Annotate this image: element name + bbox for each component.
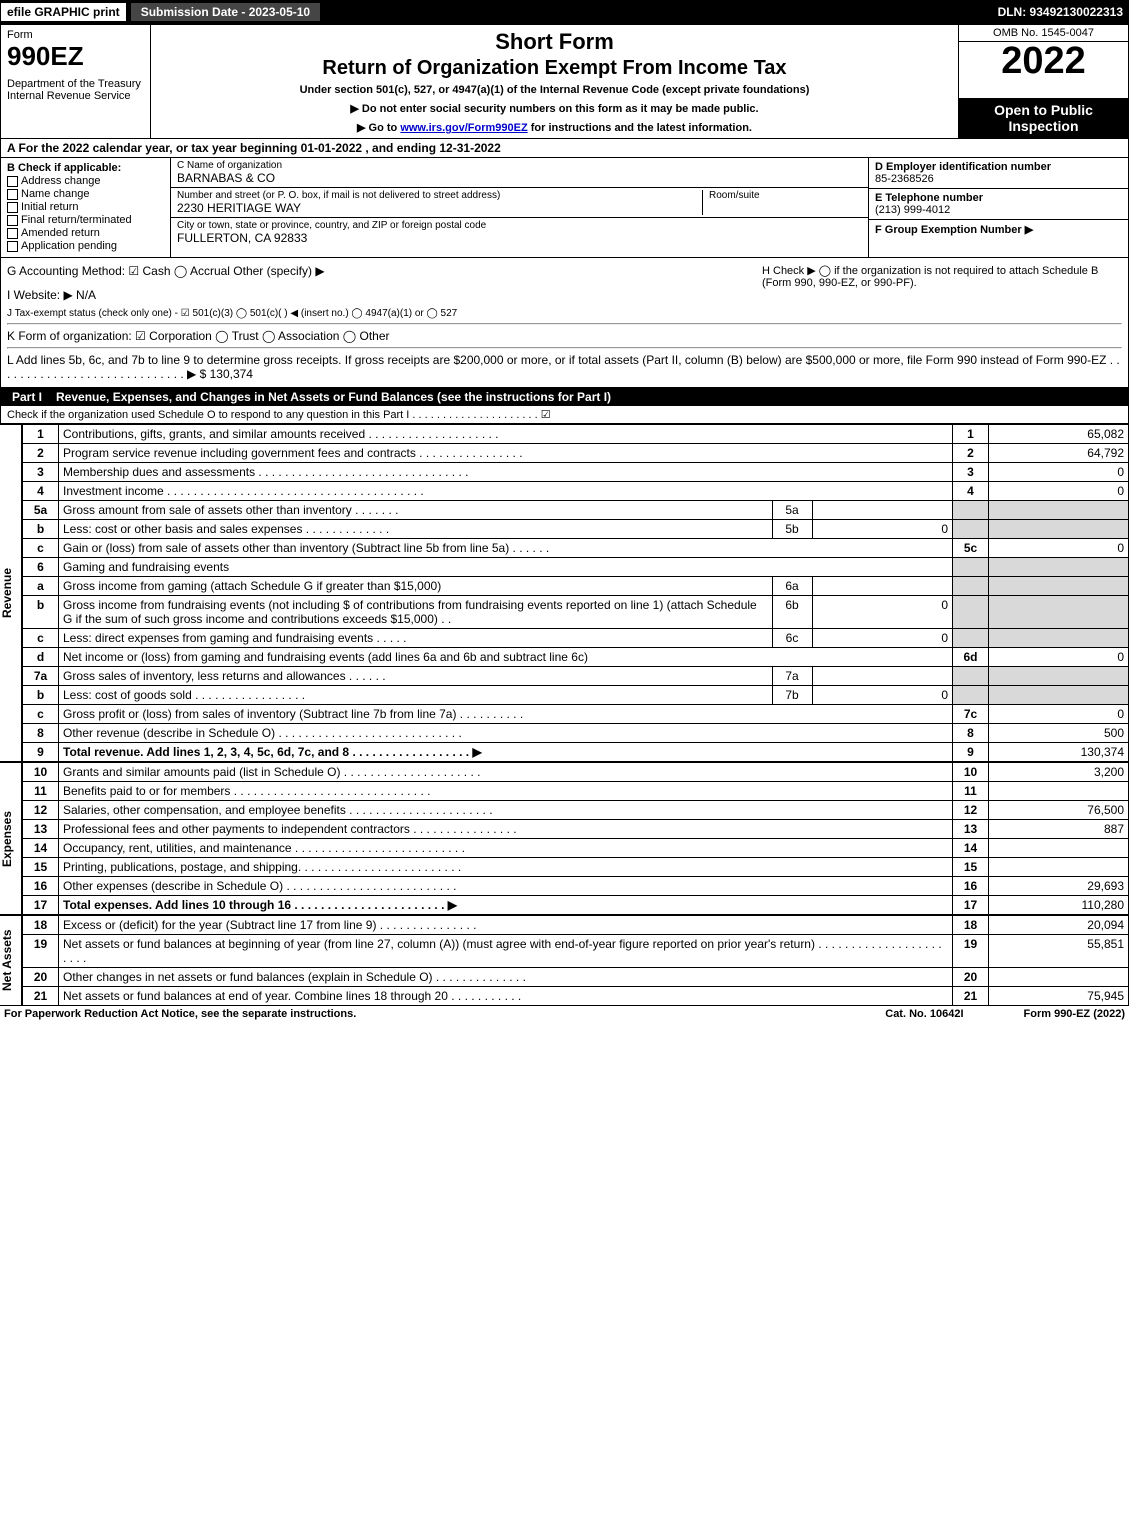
line-19: 19Net assets or fund balances at beginni… — [23, 935, 1129, 968]
d-label: D Employer identification number — [875, 161, 1051, 173]
goto-post: for instructions and the latest informat… — [528, 122, 752, 134]
submission-date: Submission Date - 2023-05-10 — [131, 3, 320, 21]
dln: DLN: 93492130022313 — [998, 5, 1129, 19]
line-9: 9Total revenue. Add lines 1, 2, 3, 4, 5c… — [23, 743, 1129, 762]
bullet-no-ssn: ▶ Do not enter social security numbers o… — [159, 102, 950, 115]
line-20: 20Other changes in net assets or fund ba… — [23, 968, 1129, 987]
top-bar: efile GRAPHIC print Submission Date - 20… — [0, 0, 1129, 24]
line-i: I Website: ▶ N/A — [7, 288, 1122, 302]
chk-amended-return: Amended return — [21, 227, 100, 239]
line-2: 2Program service revenue including gover… — [23, 444, 1129, 463]
line-l: L Add lines 5b, 6c, and 7b to line 9 to … — [7, 353, 1122, 381]
section-def: D Employer identification number 85-2368… — [868, 158, 1128, 257]
expenses-vlabel: Expenses — [0, 762, 22, 915]
footer-cat: Cat. No. 10642I — [885, 1008, 963, 1020]
line-16: 16Other expenses (describe in Schedule O… — [23, 877, 1129, 896]
footer-left: For Paperwork Reduction Act Notice, see … — [4, 1008, 356, 1020]
goto-pre: ▶ Go to — [357, 122, 400, 134]
line-6: 6Gaming and fundraising events — [23, 558, 1129, 577]
form-word: Form — [7, 29, 144, 41]
chk-final-return: Final return/terminated — [21, 214, 132, 226]
block-g-through-l: G Accounting Method: ☑ Cash ◯ Accrual Ot… — [0, 258, 1129, 388]
ein-value: 85-2368526 — [875, 173, 934, 185]
chk-initial-return: Initial return — [21, 201, 78, 213]
title-short-form: Short Form — [159, 29, 950, 55]
line-8: 8Other revenue (describe in Schedule O) … — [23, 724, 1129, 743]
line-6d: dNet income or (loss) from gaming and fu… — [23, 648, 1129, 667]
line-7b: bLess: cost of goods sold . . . . . . . … — [23, 686, 1129, 705]
line-6a: aGross income from gaming (attach Schedu… — [23, 577, 1129, 596]
bullet-goto: ▶ Go to www.irs.gov/Form990EZ for instru… — [159, 121, 950, 134]
room-label: Room/suite — [709, 190, 862, 201]
e-label: E Telephone number — [875, 192, 983, 204]
b-label: B Check if applicable: — [7, 162, 121, 174]
open-to-public: Open to Public Inspection — [959, 98, 1128, 138]
line-18: 18Excess or (deficit) for the year (Subt… — [23, 916, 1129, 935]
page-footer: For Paperwork Reduction Act Notice, see … — [0, 1006, 1129, 1022]
line-5b: bLess: cost or other basis and sales exp… — [23, 520, 1129, 539]
line-5c: cGain or (loss) from sale of assets othe… — [23, 539, 1129, 558]
line-15: 15Printing, publications, postage, and s… — [23, 858, 1129, 877]
block-b-through-f: B Check if applicable: Address change Na… — [0, 158, 1129, 258]
revenue-table: 1Contributions, gifts, grants, and simil… — [22, 424, 1129, 762]
netassets-table: 18Excess or (deficit) for the year (Subt… — [22, 915, 1129, 1006]
telephone-value: (213) 999-4012 — [875, 204, 950, 216]
revenue-section: Revenue 1Contributions, gifts, grants, a… — [0, 424, 1129, 762]
org-name: BARNABAS & CO — [177, 171, 862, 185]
title-return: Return of Organization Exempt From Incom… — [159, 57, 950, 80]
part1-title: Revenue, Expenses, and Changes in Net As… — [56, 390, 611, 404]
irs-link[interactable]: www.irs.gov/Form990EZ — [400, 122, 527, 134]
form-header: Form 990EZ Department of the Treasury In… — [0, 24, 1129, 139]
tax-year: 2022 — [959, 42, 1128, 98]
line-12: 12Salaries, other compensation, and empl… — [23, 801, 1129, 820]
line-1: 1Contributions, gifts, grants, and simil… — [23, 425, 1129, 444]
line-6b: bGross income from fundraising events (n… — [23, 596, 1129, 629]
part1-num: Part I — [6, 390, 48, 404]
line-21: 21Net assets or fund balances at end of … — [23, 987, 1129, 1006]
section-b: B Check if applicable: Address change Na… — [1, 158, 171, 257]
line-17: 17Total expenses. Add lines 10 through 1… — [23, 896, 1129, 915]
footer-form: Form 990-EZ (2022) — [1024, 1008, 1125, 1020]
line-6c: cLess: direct expenses from gaming and f… — [23, 629, 1129, 648]
line-7c: cGross profit or (loss) from sales of in… — [23, 705, 1129, 724]
line-14: 14Occupancy, rent, utilities, and mainte… — [23, 839, 1129, 858]
chk-name-change: Name change — [21, 188, 90, 200]
chk-application-pending: Application pending — [21, 240, 117, 252]
expenses-table: 10Grants and similar amounts paid (list … — [22, 762, 1129, 915]
part1-header: Part I Revenue, Expenses, and Changes in… — [0, 388, 1129, 406]
netassets-section: Net Assets 18Excess or (deficit) for the… — [0, 915, 1129, 1006]
line-h: H Check ▶ ◯ if the organization is not r… — [762, 264, 1122, 289]
chk-address-change: Address change — [21, 175, 101, 187]
line-13: 13Professional fees and other payments t… — [23, 820, 1129, 839]
form-number: 990EZ — [7, 41, 144, 72]
section-c: C Name of organization BARNABAS & CO Num… — [171, 158, 868, 257]
revenue-vlabel: Revenue — [0, 424, 22, 762]
netassets-vlabel: Net Assets — [0, 915, 22, 1006]
street-value: 2230 HERITIAGE WAY — [177, 201, 702, 215]
part1-sub: Check if the organization used Schedule … — [0, 406, 1129, 424]
efile-label: efile GRAPHIC print — [0, 2, 127, 22]
line-11: 11Benefits paid to or for members . . . … — [23, 782, 1129, 801]
line-4: 4Investment income . . . . . . . . . . .… — [23, 482, 1129, 501]
city-value: FULLERTON, CA 92833 — [177, 231, 862, 245]
row-a: A For the 2022 calendar year, or tax yea… — [0, 139, 1129, 158]
subtitle-section: Under section 501(c), 527, or 4947(a)(1)… — [159, 84, 950, 96]
line-3: 3Membership dues and assessments . . . .… — [23, 463, 1129, 482]
line-5a: 5aGross amount from sale of assets other… — [23, 501, 1129, 520]
expenses-section: Expenses 10Grants and similar amounts pa… — [0, 762, 1129, 915]
c-label: C Name of organization — [177, 160, 862, 171]
street-label: Number and street (or P. O. box, if mail… — [177, 190, 702, 201]
line-k: K Form of organization: ☑ Corporation ◯ … — [7, 329, 1122, 343]
line-j: J Tax-exempt status (check only one) - ☑… — [7, 308, 1122, 319]
line-10: 10Grants and similar amounts paid (list … — [23, 763, 1129, 782]
department: Department of the Treasury Internal Reve… — [7, 78, 144, 102]
city-label: City or town, state or province, country… — [177, 220, 862, 231]
line-7a: 7aGross sales of inventory, less returns… — [23, 667, 1129, 686]
f-label: F Group Exemption Number ▶ — [875, 224, 1033, 236]
